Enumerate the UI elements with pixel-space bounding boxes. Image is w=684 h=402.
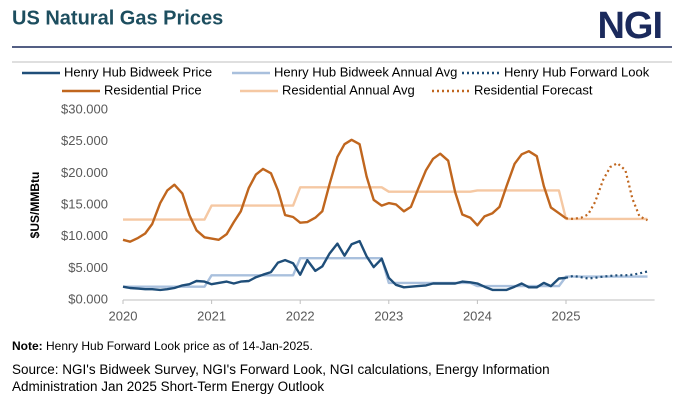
logo: NGI [597,5,662,47]
note-text: Henry Hub Forward Look price as of 14-Ja… [46,339,313,353]
series-line [122,138,567,243]
legend-label: Residential Annual Avg [282,82,415,97]
series-line [122,239,567,292]
x-tick-label: 2022 [286,308,315,323]
note-label: Note: [12,339,43,353]
legend-label: Henry Hub Bidweek Price [64,64,212,79]
legend-label: Henry Hub Forward Look [504,64,650,79]
x-tick-label: 2023 [374,308,403,323]
note: Note: Henry Hub Forward Look price as of… [12,339,313,353]
legend-label: Henry Hub Bidweek Annual Avg [274,64,457,79]
y-tick-label: $5.000 [68,260,108,275]
y-axis-label: $US/MMBtu [28,172,42,239]
y-tick-label: $20.000 [61,165,108,180]
y-tick-label: $25.000 [61,133,108,148]
chart-title: US Natural Gas Prices [12,7,223,29]
y-tick-label: $30.000 [61,101,108,116]
chart: US Natural Gas Prices NGI $US/MMBtu $0.0… [12,5,672,323]
x-tick-label: 2024 [463,308,492,323]
x-tick-label: 2020 [109,308,138,323]
y-tick-label: $0.000 [68,291,108,306]
y-tick-label: $15.000 [61,196,108,211]
y-tick-label: $10.000 [61,228,108,243]
legend-label: Residential Forecast [474,82,593,97]
source: Source: NGI's Bidweek Survey, NGI's Forw… [12,362,550,394]
x-tick-label: 2021 [197,308,226,323]
x-tick-label: 2025 [552,308,581,323]
legend-label: Residential Price [104,82,202,97]
series-line [123,186,648,221]
series-line [565,162,648,222]
series-line [565,270,648,280]
